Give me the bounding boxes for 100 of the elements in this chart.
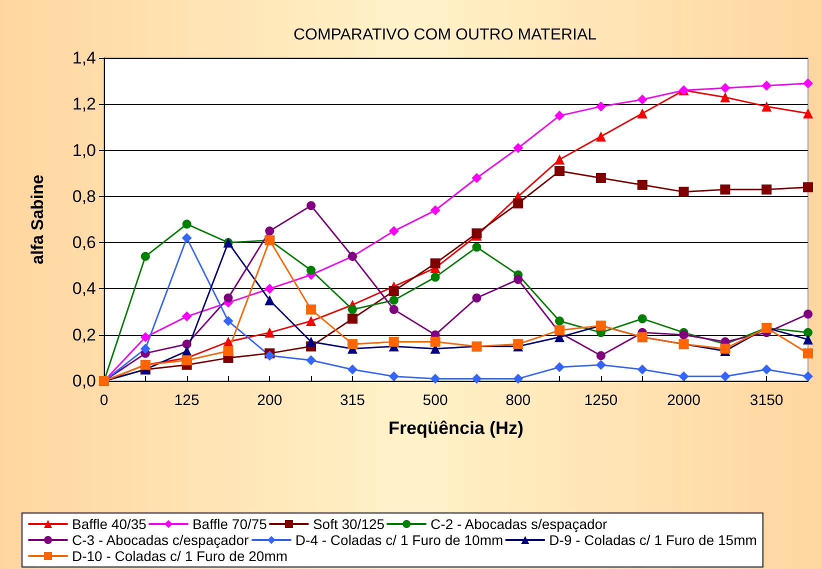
point (389, 296, 398, 305)
point (264, 284, 275, 294)
point (555, 316, 564, 326)
y-tick-label: 0,6 (72, 233, 96, 252)
x-tick-label: 2000 (667, 392, 700, 409)
point (388, 371, 399, 382)
point (762, 101, 772, 112)
x-axis-title: Freqüência (Hz) (388, 418, 524, 438)
point (140, 252, 150, 261)
y-tick-label: 0,8 (72, 186, 96, 206)
legend-label: D-9 - Coladas c/ 1 Furo de 15mm (549, 532, 757, 548)
point (306, 336, 316, 347)
y-tick-label: 0,0 (72, 372, 96, 390)
point (306, 355, 316, 366)
point (803, 78, 813, 88)
point (430, 258, 440, 268)
point (596, 101, 606, 112)
point (430, 205, 440, 216)
x-tick-label: 1250 (584, 392, 618, 409)
point (182, 355, 192, 366)
point (472, 242, 482, 252)
point (140, 344, 150, 354)
point (306, 266, 316, 275)
point (554, 166, 565, 176)
point (554, 110, 565, 121)
point (264, 328, 275, 338)
point (638, 314, 647, 324)
point (388, 226, 399, 236)
point (264, 350, 275, 361)
point (388, 286, 399, 296)
point (637, 364, 648, 374)
point (762, 80, 772, 91)
point (514, 274, 523, 284)
legend-label: Baffle 70/75 (192, 516, 268, 532)
point (472, 228, 482, 238)
point (554, 325, 565, 336)
point (803, 348, 813, 358)
y-tick-label: 0,2 (72, 325, 96, 344)
point (720, 92, 730, 102)
point (472, 293, 482, 302)
point (265, 226, 274, 236)
point (804, 310, 812, 319)
point (223, 316, 234, 326)
point (347, 314, 358, 324)
x-tick-label: 200 (257, 392, 282, 409)
point (182, 311, 192, 322)
point (513, 198, 524, 208)
point (472, 172, 482, 183)
point (803, 334, 813, 344)
point (306, 201, 316, 210)
point (596, 351, 606, 360)
point (803, 108, 813, 118)
legend-label: C-3 - Abocadas c/espaçador (72, 532, 249, 548)
x-tick-label: 800 (506, 392, 531, 409)
legend-label: D-10 - Coladas c/ 1 Furo de 20mm (72, 548, 288, 564)
x-tick-label: 125 (174, 392, 200, 409)
legend-label: D-4 - Coladas c/ 1 Furo de 10mm (295, 532, 504, 548)
point (596, 131, 606, 142)
point (223, 346, 234, 356)
point (388, 336, 399, 347)
legend-label: Baffle 40/35 (72, 516, 147, 532)
point (720, 344, 730, 354)
y-tick-label: 0,4 (72, 279, 96, 298)
chart-title: COMPARATIVO COM OUTRO MATERIAL (293, 26, 597, 44)
legend-label: C-2 - Abocadas s/espaçador (430, 516, 608, 532)
point (348, 304, 357, 314)
point (637, 108, 648, 118)
point (430, 374, 440, 384)
x-tick-label: 500 (422, 392, 448, 409)
point (347, 339, 358, 350)
y-axis-title: alfa Sabine (28, 174, 47, 264)
point (720, 184, 730, 195)
legend-label: Soft 30/125 (312, 516, 385, 532)
point (182, 220, 192, 229)
point (306, 316, 316, 326)
point (472, 374, 482, 384)
point (803, 182, 813, 192)
point (264, 295, 275, 306)
point (804, 328, 812, 338)
point (513, 374, 524, 384)
point (720, 82, 730, 93)
point (596, 360, 606, 370)
point (224, 293, 233, 302)
point (347, 364, 358, 374)
point (637, 94, 648, 105)
point (182, 340, 192, 349)
y-tick-label: 1,4 (72, 48, 96, 68)
y-tick-label: 1,2 (72, 94, 96, 114)
point (430, 336, 440, 347)
x-tick-label: 315 (340, 392, 365, 409)
point (554, 154, 565, 165)
point (389, 304, 398, 314)
x-tick-label: 0 (100, 392, 108, 409)
point (554, 362, 565, 372)
point (678, 186, 689, 197)
point (762, 184, 772, 195)
x-tick-label: 3150 (750, 392, 784, 409)
point (596, 172, 606, 183)
point (140, 332, 150, 342)
point (720, 371, 730, 382)
